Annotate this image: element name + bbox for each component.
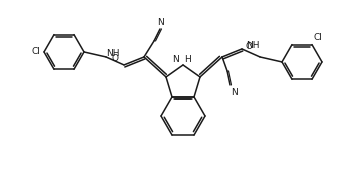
Text: NH: NH — [106, 49, 120, 58]
Text: H: H — [184, 55, 191, 64]
Text: N: N — [231, 88, 238, 97]
Text: N: N — [158, 18, 164, 27]
Text: O: O — [112, 54, 119, 63]
Text: Cl: Cl — [31, 48, 40, 56]
Text: NH: NH — [246, 41, 260, 50]
Text: N: N — [172, 55, 179, 64]
Text: Cl: Cl — [314, 33, 323, 42]
Text: O: O — [246, 42, 253, 52]
